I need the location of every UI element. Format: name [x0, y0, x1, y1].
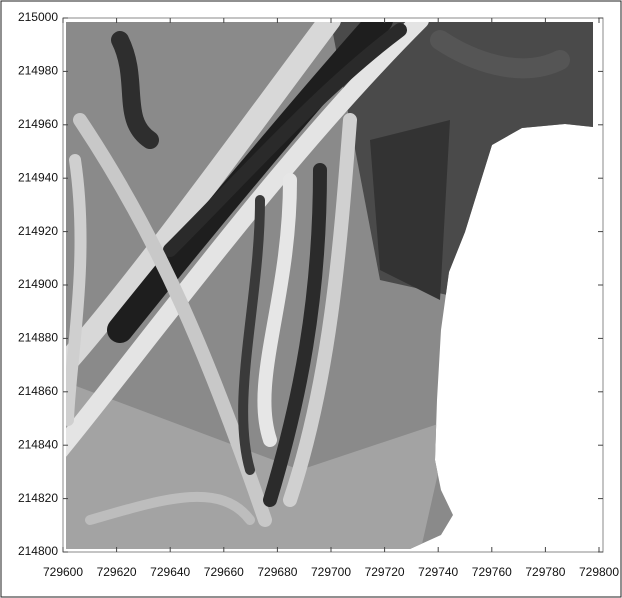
- y-tick-label: 214800: [18, 544, 58, 558]
- y-tick-label: 214880: [18, 331, 58, 345]
- x-tick-label: 729800: [579, 565, 619, 579]
- x-tick-label: 729760: [472, 565, 512, 579]
- y-tick-label: 215000: [18, 10, 58, 24]
- x-tick-label: 729780: [525, 565, 565, 579]
- y-tick-label: 214980: [18, 64, 58, 78]
- y-tick-label: 214960: [18, 117, 58, 131]
- x-tick-label: 729620: [97, 565, 137, 579]
- survey-raster: [66, 22, 593, 549]
- y-tick-label: 214840: [18, 437, 58, 451]
- y-tick-label: 214940: [18, 170, 58, 184]
- y-tick-label: 214860: [18, 384, 58, 398]
- x-tick-label: 729680: [257, 565, 297, 579]
- x-tick-label: 729660: [204, 565, 244, 579]
- y-tick-label: 214900: [18, 277, 58, 291]
- x-tick-label: 729600: [43, 565, 83, 579]
- y-tick-label: 214820: [18, 491, 58, 505]
- y-tick-label: 214920: [18, 224, 58, 238]
- x-tick-label: 729740: [418, 565, 458, 579]
- x-tick-label: 729640: [150, 565, 190, 579]
- x-tick-label: 729700: [311, 565, 351, 579]
- x-tick-label: 729720: [365, 565, 405, 579]
